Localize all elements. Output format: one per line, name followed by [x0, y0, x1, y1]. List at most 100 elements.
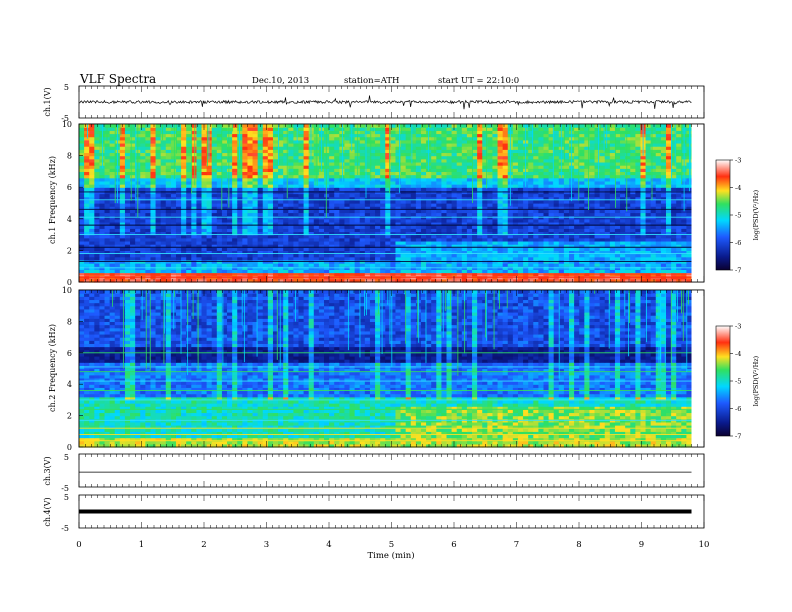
spectrogram-cell	[221, 234, 228, 239]
spectrogram-cell	[625, 218, 631, 223]
spectrogram-cell	[308, 228, 315, 233]
spectrogram-cell	[405, 165, 412, 169]
spectrogram-cell	[400, 193, 407, 198]
spectrogram-cell	[196, 209, 203, 214]
spectrogram-cell	[293, 161, 300, 166]
spectrogram-cell	[344, 228, 351, 233]
spectrogram-cell	[150, 218, 157, 223]
spectrogram-cell	[324, 149, 330, 154]
spectrogram-cell	[599, 234, 606, 239]
spectrogram-cell	[262, 237, 269, 242]
spectrogram-cell	[441, 218, 448, 223]
spectrogram-cell	[318, 228, 325, 233]
spectrogram-cell	[461, 168, 468, 172]
spectrogram-cell	[130, 184, 136, 188]
spectrogram-cell	[451, 152, 458, 157]
spectrogram-cell	[512, 174, 519, 179]
spectrogram-cell	[589, 165, 596, 169]
spectrogram-cell	[548, 240, 555, 245]
spectrogram-cell	[665, 218, 672, 223]
spectrogram-cell	[191, 209, 197, 214]
spectrogram-cell	[334, 209, 340, 214]
spectrogram-cell	[431, 180, 437, 185]
spectrogram-cell	[574, 263, 580, 267]
spectrogram-cell	[574, 187, 580, 191]
spectrogram-cell	[584, 193, 591, 198]
spectrogram-cell	[477, 203, 483, 207]
spectrogram-cell	[676, 240, 682, 245]
spectrogram-cell	[288, 152, 294, 157]
spectrogram-cell	[528, 263, 534, 267]
spectrogram-cell	[119, 171, 126, 176]
spectrogram-cell	[349, 256, 356, 261]
spectrogram-cell	[502, 206, 509, 210]
spectrogram-cell	[272, 149, 279, 154]
spectrogram-cell	[349, 161, 356, 166]
spectrogram-cell	[227, 206, 233, 210]
spectrogram-cell	[461, 203, 468, 207]
spectrogram-cell	[548, 278, 555, 283]
spectrogram-cell	[278, 244, 284, 248]
spectrogram-cell	[594, 278, 601, 283]
spectrogram-cell	[380, 212, 386, 217]
spectrogram-cell	[676, 155, 682, 160]
spectrogram-cell	[461, 199, 468, 204]
spectrogram-cell	[543, 174, 550, 179]
spectrogram-cell	[686, 231, 693, 236]
spectrogram-cell	[482, 187, 488, 191]
spectrogram-cell	[604, 253, 611, 258]
spectrogram-cell	[655, 250, 662, 255]
spectrogram-cell	[415, 184, 422, 188]
spectrogram-cell	[349, 278, 356, 283]
spectrogram-cell	[599, 203, 606, 207]
spectrogram-cell	[344, 155, 351, 160]
spectrogram-cell	[278, 209, 284, 214]
spectrogram-cell	[523, 244, 529, 248]
spectrogram-cell	[538, 221, 545, 226]
spectrogram-cell	[563, 231, 570, 236]
spectrogram-cell	[216, 149, 223, 154]
spectrogram-cell	[150, 209, 157, 214]
spectrogram-cell	[604, 180, 611, 185]
spectrogram-cell	[456, 158, 463, 163]
spectrogram-cell	[165, 193, 172, 198]
spectrogram-cell	[671, 269, 677, 274]
spectrogram-cell	[671, 250, 677, 255]
spectrogram-cell	[247, 177, 254, 182]
spectrogram-cell	[303, 256, 310, 261]
spectrogram-cell	[252, 244, 259, 248]
spectrogram-cell	[329, 187, 335, 191]
spectrogram-cell	[390, 177, 397, 182]
spectrogram-cell	[79, 206, 85, 210]
spectrogram-cell	[538, 250, 545, 255]
spectrogram-cell	[579, 161, 585, 166]
spectrogram-cell	[405, 234, 412, 239]
spectrogram-cell	[482, 193, 488, 198]
spectrogram-cell	[620, 168, 626, 172]
spectrogram-cell	[237, 253, 243, 258]
spectrogram-cell	[165, 209, 172, 214]
spectrogram-cell	[482, 269, 488, 274]
spectrogram-cell	[650, 177, 657, 182]
spectrogram-cell	[492, 155, 499, 160]
spectrogram-cell	[645, 256, 652, 261]
spectrogram-cell	[441, 196, 448, 201]
spectrogram-cell	[364, 212, 371, 217]
spectrogram-cell	[635, 212, 642, 217]
spectrogram-cell	[104, 269, 111, 274]
spectrogram-cell	[431, 253, 437, 258]
spectrogram-cell	[477, 234, 483, 239]
spectrogram-cell	[410, 165, 417, 169]
spectrogram-cell	[543, 234, 550, 239]
spectrogram-cell	[594, 174, 601, 179]
spectrogram-cell	[278, 221, 284, 226]
spectrogram-cell	[620, 212, 626, 217]
spectrogram-cell	[104, 263, 111, 267]
spectrogram-cell	[625, 237, 631, 242]
spectrogram-cell	[293, 174, 300, 179]
spectrogram-cell	[655, 269, 662, 274]
spectrogram-cell	[492, 253, 499, 258]
spectrogram-cell	[257, 149, 264, 154]
spectrogram-cell	[130, 247, 136, 251]
